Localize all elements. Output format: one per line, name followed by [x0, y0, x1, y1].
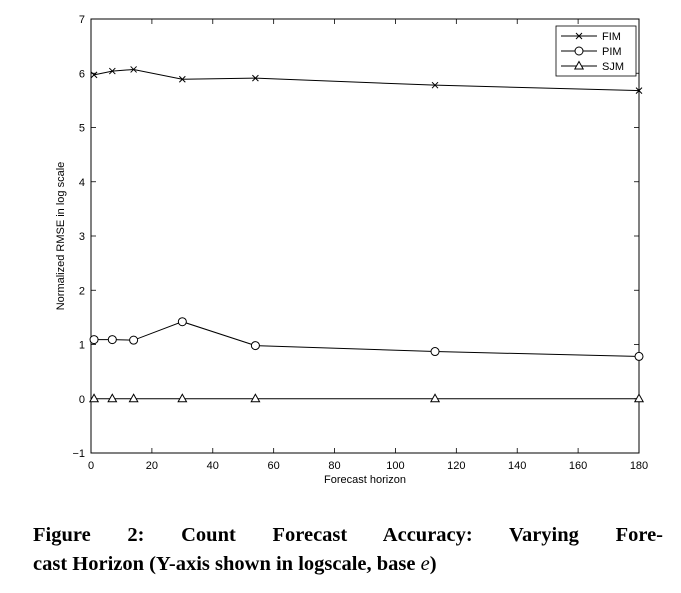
- marker-stroke: [635, 87, 643, 94]
- series-sjm-point: [128, 393, 139, 403]
- marker-stroke: [431, 81, 439, 89]
- x-axis-label: Forecast horizon: [324, 474, 406, 486]
- x-tick-label: 160: [569, 460, 587, 472]
- y-tick-label: 4: [79, 177, 85, 189]
- marker-stroke: [178, 75, 186, 83]
- x-tick-label: 60: [268, 460, 280, 472]
- series-sjm-point: [177, 393, 188, 403]
- legend-marker-pim: [574, 46, 584, 56]
- series-pim: [89, 317, 644, 361]
- x-tick-label: 80: [328, 460, 340, 472]
- series-pim-point: [250, 341, 260, 351]
- series-sjm-point: [429, 393, 441, 403]
- legend-item-sjm: SJM: [561, 60, 624, 73]
- series-sjm-point: [633, 393, 645, 403]
- y-tick-label: 6: [79, 68, 85, 80]
- plot-area: [90, 18, 640, 454]
- x-tick-label: 140: [508, 460, 526, 472]
- legend-item-pim: PIM: [561, 46, 622, 58]
- series-layer: [88, 66, 645, 403]
- series-fim: [90, 66, 643, 94]
- y-tick-label: 3: [79, 231, 85, 243]
- caption-line-2-text: cast Horizon (Y-axis shown in logscale, …: [33, 553, 421, 575]
- marker-stroke: [130, 66, 137, 73]
- series-fim-point: [130, 66, 137, 73]
- marker-stroke: [90, 71, 98, 79]
- y-tick-label: 1: [79, 340, 85, 352]
- caption-variable-e: e: [420, 553, 430, 575]
- series-pim-point: [89, 335, 99, 345]
- legend: FIM PIM SJM: [555, 25, 637, 77]
- series-fim-point: [90, 71, 98, 79]
- y-tick-label: 7: [79, 14, 85, 26]
- marker-stroke: [575, 32, 583, 40]
- x-tick-label: 0: [88, 460, 94, 472]
- legend-label-fim: FIM: [602, 31, 621, 43]
- legend-marker-sjm: [573, 60, 585, 70]
- marker-stroke: [252, 74, 259, 82]
- y-tick-label: −1: [72, 448, 85, 460]
- series-fim-point: [178, 75, 186, 83]
- series-fim-point: [108, 67, 116, 75]
- y-tick-label: 0: [79, 394, 85, 406]
- caption-line-2-end: ): [429, 553, 437, 575]
- legend-label-pim: PIM: [602, 46, 622, 58]
- series-pim-point: [129, 335, 139, 345]
- x-tick-label: 100: [386, 460, 404, 472]
- legend-item-fim: FIM: [561, 31, 621, 43]
- figure-caption: Figure 2: Count Forecast Accuracy: Varyi…: [33, 521, 663, 579]
- caption-line-2: cast Horizon (Y-axis shown in logscale, …: [33, 550, 663, 579]
- legend-label-sjm: SJM: [602, 61, 624, 73]
- series-sjm: [88, 393, 645, 403]
- series-pim-point: [634, 351, 644, 361]
- series-sjm-point: [88, 393, 100, 403]
- x-tick-label: 180: [630, 460, 648, 472]
- series-pim-point: [107, 335, 117, 345]
- series-sjm-point: [107, 393, 118, 403]
- series-pim-point: [430, 347, 440, 357]
- y-tick-label: 2: [79, 285, 85, 297]
- marker-stroke: [108, 67, 116, 75]
- series-pim-point: [177, 317, 187, 327]
- x-tick-label: 20: [146, 460, 158, 472]
- legend-marker-fim: [575, 32, 583, 40]
- x-tick-label: 120: [447, 460, 465, 472]
- y-axis-label: Normalized RMSE in log scale: [55, 162, 67, 311]
- y-tick-label: 5: [79, 123, 85, 135]
- series-fim-point: [431, 81, 439, 89]
- x-tick-label: 40: [207, 460, 219, 472]
- series-fim-point: [635, 87, 643, 94]
- series-fim-point: [252, 74, 259, 82]
- series-sjm-point: [250, 393, 261, 403]
- caption-line-1: Figure 2: Count Forecast Accuracy: Varyi…: [33, 524, 663, 546]
